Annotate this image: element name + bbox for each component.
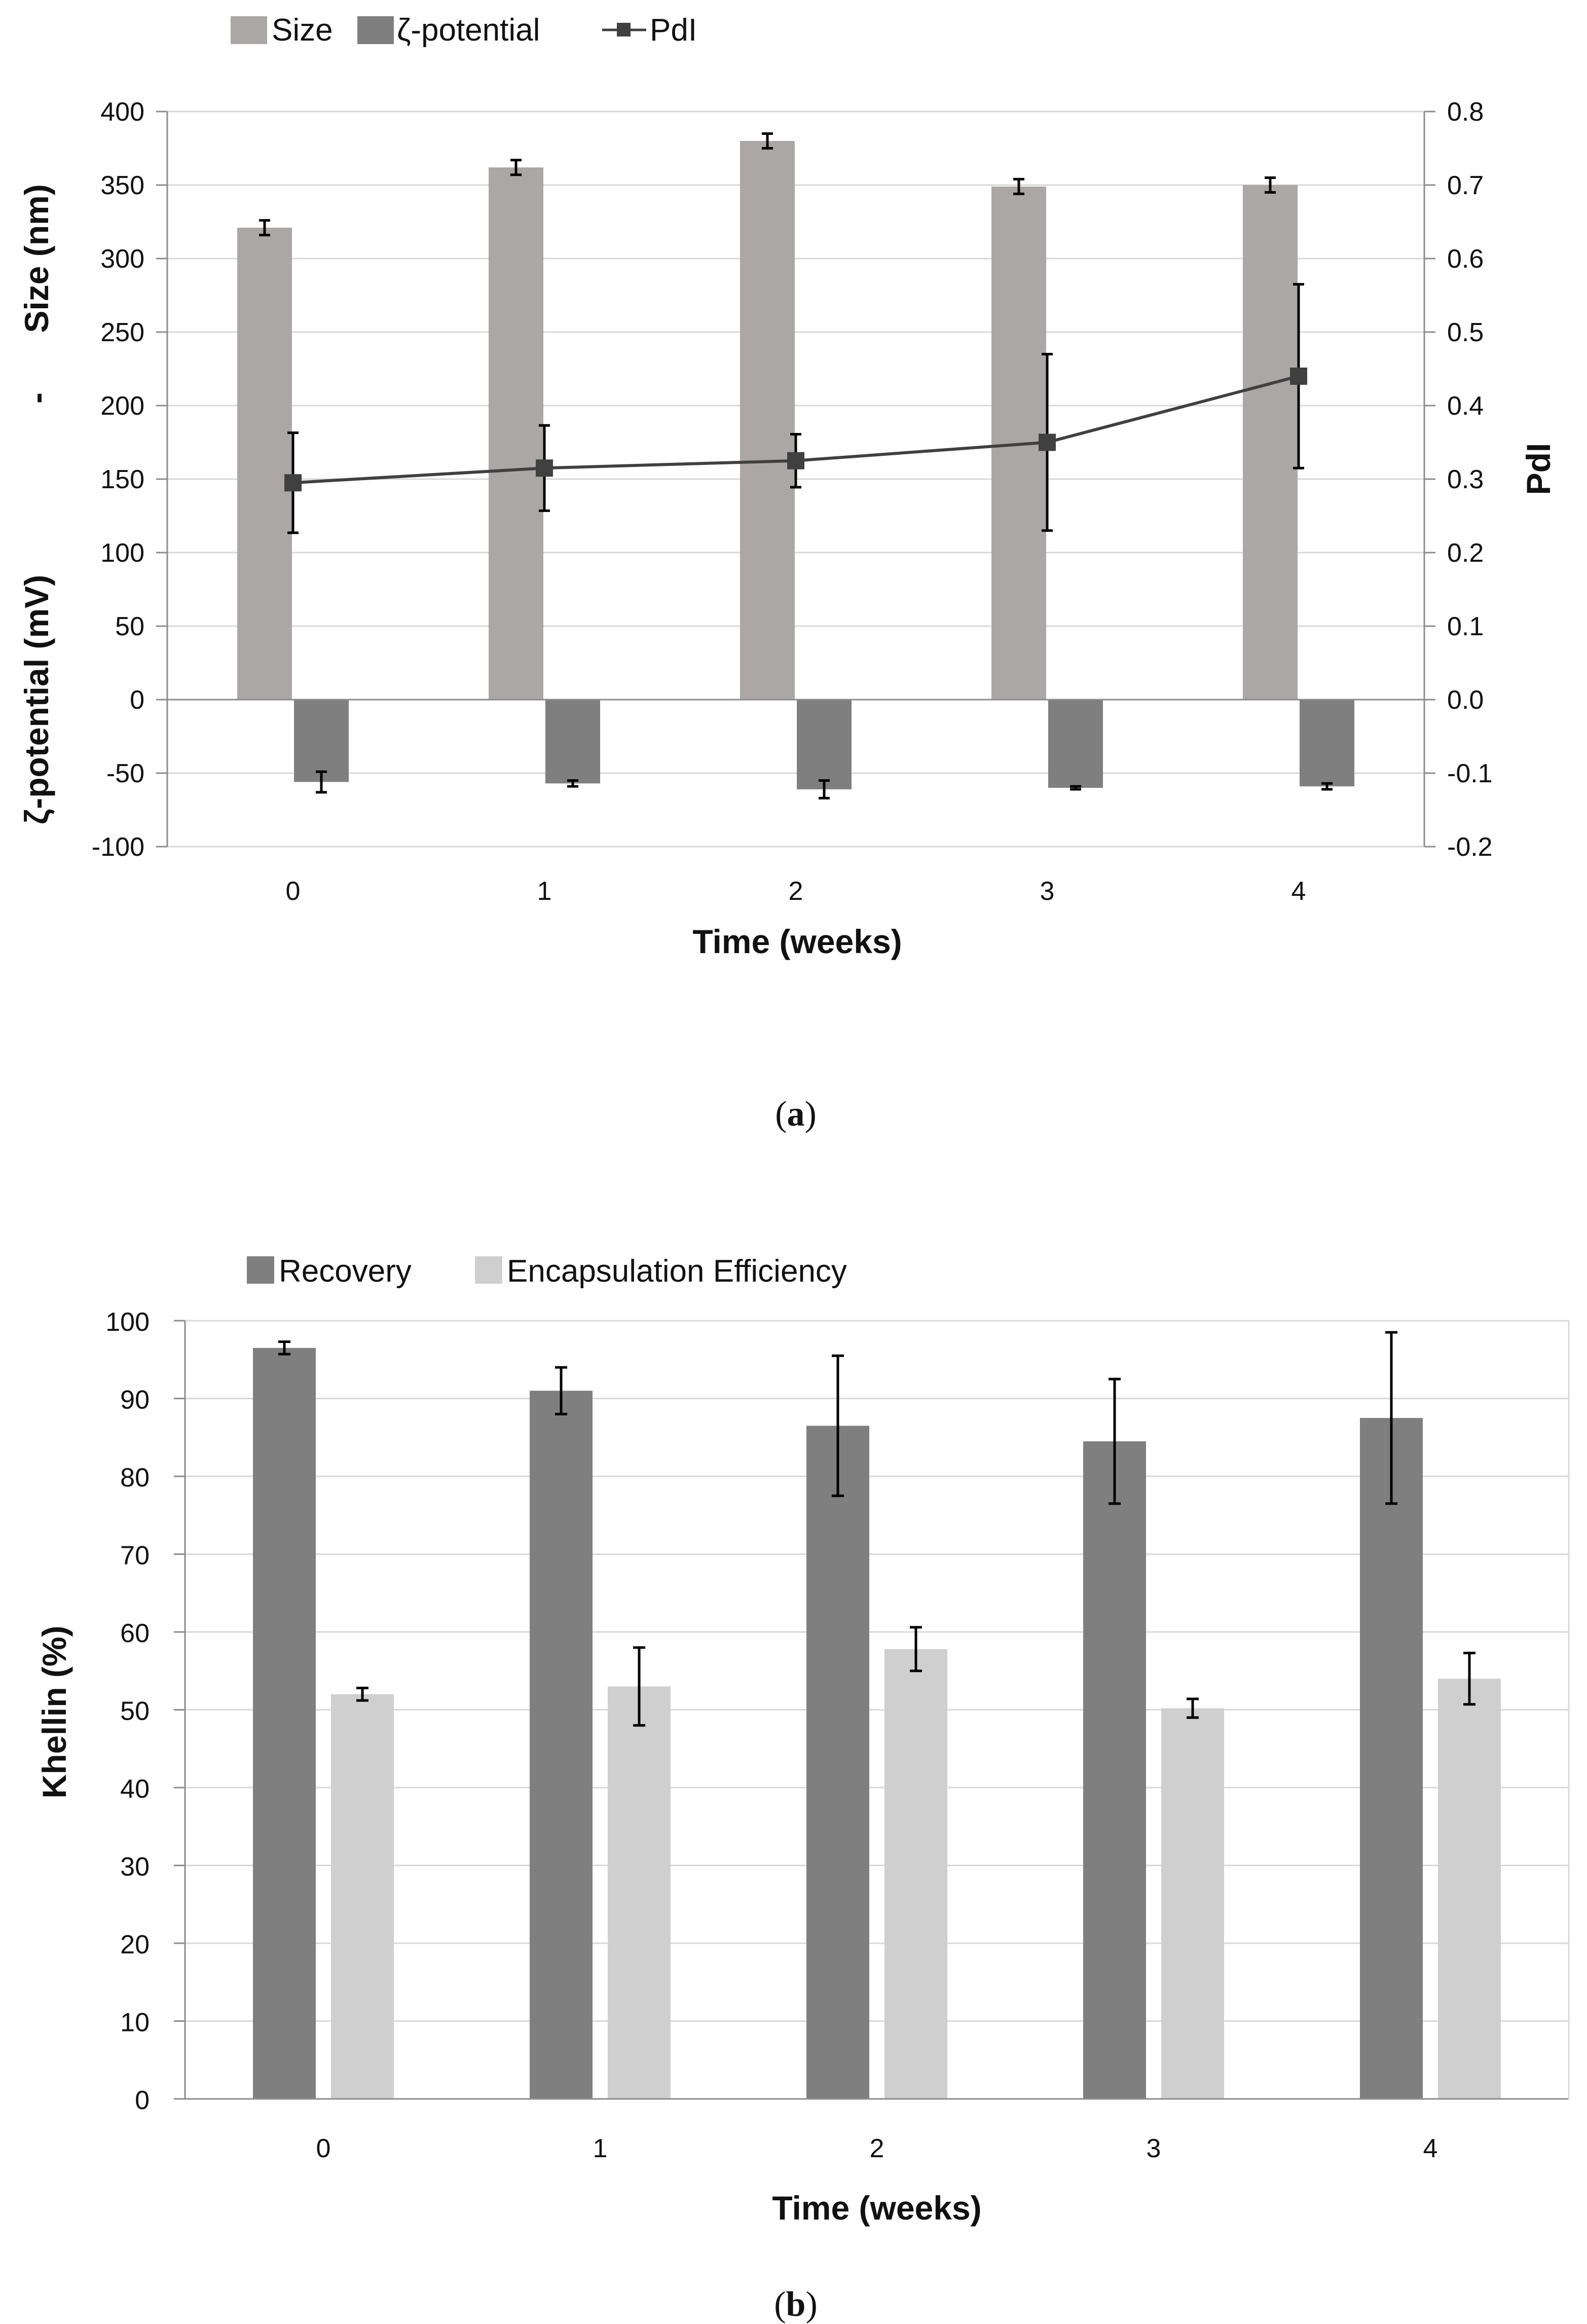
y-tick-left-a: 100 bbox=[100, 538, 144, 568]
y-tick-right-a: 0.5 bbox=[1447, 318, 1484, 347]
y-tick-left-a: 350 bbox=[100, 171, 144, 200]
x-tick-b: 2 bbox=[870, 2134, 884, 2163]
bar-recovery bbox=[806, 1426, 869, 2099]
y-tick-right-a: 0.3 bbox=[1447, 465, 1484, 494]
pdi-point bbox=[1290, 368, 1307, 385]
y-tick-b: 90 bbox=[120, 1386, 150, 1415]
bar-encapsulation bbox=[884, 1649, 947, 2099]
x-tick-b: 1 bbox=[593, 2134, 608, 2163]
y-axis-title-a-size: Size (nm) bbox=[18, 184, 55, 333]
y-tick-right-a: 0.4 bbox=[1447, 391, 1484, 421]
legend-b-ee-label: Encapsulation Efficiency bbox=[507, 1254, 847, 1289]
bar-encapsulation bbox=[1438, 1679, 1501, 2099]
x-axis-title-b: Time (weeks) bbox=[772, 2189, 981, 2227]
y-tick-left-a: 50 bbox=[115, 612, 144, 641]
y-tick-left-a: 250 bbox=[100, 318, 144, 347]
y-tick-b: 50 bbox=[120, 1697, 150, 1726]
legend-b-recovery-label: Recovery bbox=[279, 1254, 412, 1289]
bar-zeta bbox=[1300, 700, 1354, 787]
y-tick-left-a: 150 bbox=[100, 465, 144, 494]
legend-a-zeta-swatch bbox=[357, 16, 394, 44]
x-tick-a: 2 bbox=[789, 877, 803, 906]
x-axis-title-a: Time (weeks) bbox=[692, 923, 902, 960]
legend-a-zeta-label: ζ-potential bbox=[397, 13, 540, 48]
y-tick-b: 0 bbox=[135, 2086, 150, 2115]
y-tick-b: 30 bbox=[120, 1853, 150, 1882]
pdi-point bbox=[536, 459, 553, 477]
bar-zeta bbox=[797, 700, 852, 789]
x-tick-b: 3 bbox=[1147, 2134, 1161, 2163]
x-tick-a: 1 bbox=[537, 877, 552, 906]
y-tick-b: 80 bbox=[120, 1463, 150, 1493]
y-axis-title-a-pdi: PdI bbox=[1520, 443, 1557, 495]
y-tick-right-a: 0.7 bbox=[1447, 171, 1484, 200]
bar-size bbox=[1243, 185, 1298, 700]
bar-size bbox=[237, 228, 292, 700]
y-tick-left-a: 300 bbox=[100, 244, 144, 274]
bar-encapsulation bbox=[331, 1694, 394, 2099]
y-tick-left-a: -100 bbox=[92, 832, 144, 862]
bar-recovery bbox=[1360, 1418, 1423, 2099]
pdi-point bbox=[284, 474, 302, 492]
chart-b: Recovery Encapsulation Efficiency 100908… bbox=[35, 1254, 1570, 2324]
y-tick-left-a: 200 bbox=[100, 391, 144, 421]
bar-encapsulation bbox=[608, 1686, 671, 2099]
x-tick-a: 0 bbox=[286, 877, 301, 906]
bar-recovery bbox=[1083, 1441, 1146, 2099]
x-tick-a: 3 bbox=[1040, 877, 1055, 906]
y-tick-right-a: 0.6 bbox=[1447, 244, 1484, 274]
legend-b-ee-swatch bbox=[475, 1256, 502, 1284]
y-tick-right-a: 0.2 bbox=[1447, 538, 1484, 568]
legend-a-pdi-label: PdI bbox=[650, 13, 697, 48]
bar-zeta bbox=[294, 700, 349, 782]
y-tick-b: 70 bbox=[120, 1541, 150, 1571]
y-tick-right-a: -0.2 bbox=[1447, 832, 1493, 862]
legend-a-pdi-marker bbox=[617, 23, 631, 37]
bar-zeta bbox=[545, 700, 600, 784]
y-tick-left-a: -50 bbox=[106, 759, 144, 788]
pdi-point bbox=[1039, 433, 1056, 451]
x-tick-b: 0 bbox=[316, 2134, 331, 2163]
bar-size bbox=[740, 141, 795, 700]
caption-a: (a) bbox=[775, 1095, 817, 1134]
y-axis-title-a-zeta: ζ-potential (mV) bbox=[18, 575, 55, 824]
y-tick-b: 10 bbox=[120, 2008, 150, 2038]
bar-zeta bbox=[1048, 700, 1103, 788]
y-tick-left-a: 400 bbox=[100, 97, 144, 127]
y-tick-b: 60 bbox=[120, 1619, 150, 1648]
legend-a-size-label: Size bbox=[272, 13, 333, 48]
y-axis-title-a-dash: - bbox=[18, 392, 55, 404]
pdi-series bbox=[284, 283, 1307, 534]
bar-encapsulation bbox=[1161, 1708, 1224, 2099]
pdi-point bbox=[787, 452, 804, 469]
y-tick-right-a: 0.0 bbox=[1447, 685, 1484, 715]
caption-b: (b) bbox=[774, 2285, 818, 2324]
bar-recovery bbox=[530, 1391, 593, 2099]
y-tick-right-a: 0.8 bbox=[1447, 97, 1484, 127]
legend-b-recovery-swatch bbox=[247, 1256, 274, 1284]
axes-b bbox=[174, 1320, 1570, 2100]
axes-a bbox=[156, 111, 1435, 848]
x-tick-a: 4 bbox=[1291, 877, 1306, 906]
y-tick-b: 20 bbox=[120, 1930, 150, 1959]
legend-b: Recovery Encapsulation Efficiency bbox=[247, 1254, 847, 1289]
y-tick-b: 40 bbox=[120, 1774, 150, 1804]
y-tick-right-a: -0.1 bbox=[1447, 759, 1493, 788]
legend-a-size-swatch bbox=[231, 16, 267, 44]
bars-b bbox=[253, 1331, 1501, 2099]
y-tick-right-a: 0.1 bbox=[1447, 612, 1484, 641]
legend-a: Size ζ-potential PdI bbox=[231, 13, 697, 48]
x-tick-b: 4 bbox=[1423, 2134, 1438, 2163]
bar-recovery bbox=[253, 1348, 316, 2099]
y-axis-title-b: Khellin (%) bbox=[35, 1626, 73, 1799]
y-tick-left-a: 0 bbox=[130, 685, 144, 715]
bar-size bbox=[489, 167, 543, 700]
y-tick-b: 100 bbox=[105, 1308, 150, 1337]
